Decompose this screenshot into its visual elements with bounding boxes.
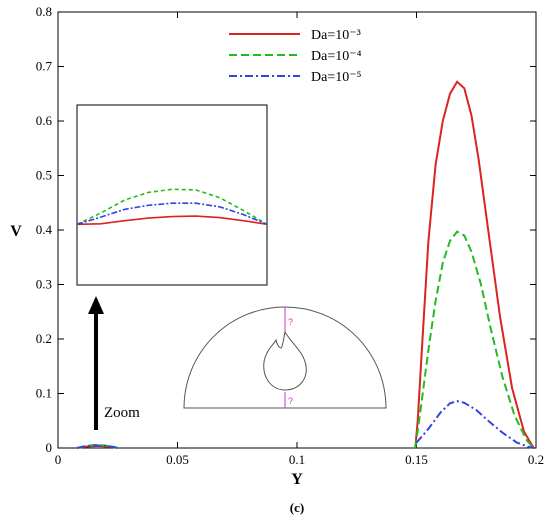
figure-caption: (c) <box>290 500 304 515</box>
series-line-3 <box>415 400 534 449</box>
x-axis-title: Y <box>291 471 303 488</box>
inset-series-layer <box>76 188 268 226</box>
y-axis-title: V <box>10 223 22 240</box>
zoom-arrow-head <box>88 296 104 314</box>
marker-top-text: ? <box>288 317 293 327</box>
x-tick-label: 0.1 <box>289 452 305 467</box>
y-tick-label: 0.6 <box>36 113 53 128</box>
x-tick-label: 0.2 <box>528 452 544 467</box>
geometry-schematic: ? ? <box>183 306 387 409</box>
y-tick-label: 0.4 <box>36 222 53 237</box>
y-tick-label: 0.8 <box>36 4 52 19</box>
flame-shape <box>263 330 307 391</box>
origin-bump-3 <box>76 444 118 449</box>
legend-label-1: Da=10⁻³ <box>311 28 361 43</box>
marker-bottom-text: ? <box>288 396 293 406</box>
inset-line-2 <box>76 188 268 226</box>
series-layer <box>414 80 535 449</box>
ticks-layer: 0 0.05 0.1 0.15 0.2 0 0.1 0.2 0.3 0.4 0.5 0.6 0.7 0.8 <box>36 4 544 467</box>
y-tick-label: 0 <box>46 440 53 455</box>
x-tick-label: 0.05 <box>166 452 189 467</box>
x-tick-label: 0 <box>55 452 62 467</box>
inset-line-3 <box>76 202 268 226</box>
series-line-1 <box>414 80 535 449</box>
series-line-2 <box>414 230 535 449</box>
y-tick-label: 0.3 <box>36 277 52 292</box>
legend-label-3: Da=10⁻⁵ <box>311 70 362 85</box>
y-tick-label: 0.5 <box>36 168 52 183</box>
legend: Da=10⁻³ Da=10⁻⁴ Da=10⁻⁵ <box>229 28 362 85</box>
y-tick-label: 0.1 <box>36 386 52 401</box>
origin-bump-layer <box>76 444 119 449</box>
inset-line-1 <box>76 215 268 226</box>
semicircle-outline <box>183 306 387 409</box>
y-tick-label: 0.2 <box>36 331 52 346</box>
y-tick-label: 0.7 <box>36 59 53 74</box>
x-tick-label: 0.15 <box>405 452 428 467</box>
legend-label-2: Da=10⁻⁴ <box>311 49 362 64</box>
zoom-label: Zoom <box>104 405 140 421</box>
inset-frame <box>76 104 268 286</box>
